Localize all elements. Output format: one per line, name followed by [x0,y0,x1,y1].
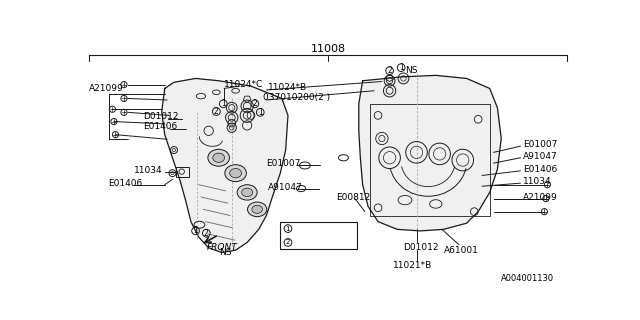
Bar [371,104,490,215]
Text: E01007: E01007 [523,140,557,149]
Ellipse shape [230,169,241,178]
Text: E01406: E01406 [109,179,143,188]
Text: 2: 2 [252,99,257,108]
Text: A21099: A21099 [523,193,557,202]
Ellipse shape [208,149,230,166]
Text: A91047: A91047 [268,182,303,191]
Text: 11024*B: 11024*B [268,83,307,92]
Text: 11034: 11034 [134,165,163,175]
Text: E01007: E01007 [266,159,301,168]
Ellipse shape [212,153,225,163]
Text: A91047: A91047 [523,152,557,161]
Ellipse shape [248,202,267,217]
Ellipse shape [237,185,257,200]
Text: 11024*C: 11024*C [224,80,263,89]
Text: NS: NS [405,66,417,75]
Text: 1: 1 [285,226,290,232]
Text: 037010200(2 ): 037010200(2 ) [262,93,330,102]
Text: D370S: D370S [294,224,324,233]
Text: 11021*B: 11021*B [394,261,433,270]
Ellipse shape [225,165,246,182]
Text: E00812: E00812 [336,193,370,202]
Polygon shape [359,75,501,231]
Text: 2: 2 [286,239,290,245]
Ellipse shape [242,188,253,196]
Text: E01406: E01406 [523,165,557,174]
Text: 2: 2 [204,229,209,238]
Text: 11024*A: 11024*A [294,238,333,247]
Text: E01406: E01406 [143,123,177,132]
Text: 1: 1 [193,227,198,236]
Bar [175,167,189,177]
Text: FRONT: FRONT [206,243,237,252]
Text: 1: 1 [221,99,226,108]
Text: D01012: D01012 [403,243,439,252]
Ellipse shape [252,205,262,213]
Text: 2: 2 [387,66,392,75]
Text: 1: 1 [258,108,262,117]
Polygon shape [162,78,288,252]
Bar [280,222,357,249]
Text: A21099: A21099 [90,84,124,93]
Text: 2: 2 [214,107,219,116]
Text: 11034: 11034 [523,177,552,186]
Text: 1: 1 [399,63,404,72]
Text: NS: NS [219,248,231,257]
Text: A004001130: A004001130 [501,274,554,283]
Text: 11008: 11008 [310,44,346,54]
Text: D01012: D01012 [143,112,179,121]
Text: A61001: A61001 [444,246,478,255]
